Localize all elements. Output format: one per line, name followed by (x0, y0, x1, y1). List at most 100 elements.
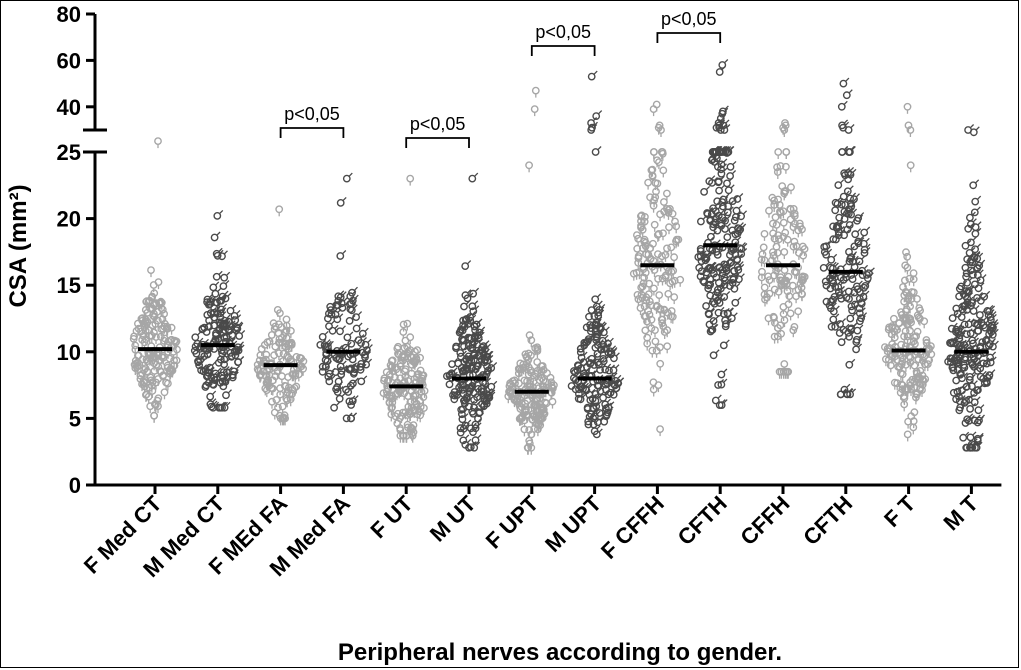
data-point (202, 381, 211, 390)
data-point (220, 333, 229, 342)
male-marker (211, 361, 216, 366)
male-marker (966, 338, 971, 344)
data-point (599, 354, 608, 363)
male-marker (353, 286, 358, 291)
male-marker (978, 355, 983, 360)
male-marker (965, 288, 970, 293)
male-marker (237, 314, 242, 319)
male-marker (982, 370, 987, 375)
male-marker (324, 365, 329, 370)
male-marker (593, 304, 598, 309)
group-6-points (442, 172, 498, 452)
male-marker (832, 261, 837, 266)
data-point (219, 347, 228, 356)
data-point (530, 105, 539, 114)
data-point (657, 315, 666, 324)
data-point (347, 401, 355, 409)
male-marker (860, 212, 865, 217)
male-marker (725, 119, 730, 124)
bracket-line (530, 45, 596, 56)
male-marker (467, 313, 472, 318)
male-marker (227, 389, 232, 394)
data-point (979, 374, 988, 383)
male-marker (456, 386, 461, 391)
male-marker (493, 362, 498, 367)
data-point (458, 336, 467, 345)
bracket-line (405, 137, 470, 148)
data-point (788, 281, 797, 290)
data-point (323, 314, 332, 323)
data-point (860, 228, 869, 237)
data-point (848, 275, 857, 283)
data-point (976, 311, 984, 319)
male-marker (846, 383, 851, 388)
male-marker (720, 209, 725, 214)
male-marker (705, 185, 711, 191)
data-point (977, 296, 985, 305)
data-point (906, 358, 915, 367)
male-marker (969, 253, 974, 258)
data-point (984, 341, 993, 350)
data-point (459, 389, 468, 398)
male-marker (575, 372, 580, 377)
data-point (218, 292, 227, 301)
male-marker (862, 312, 868, 317)
data-point (701, 256, 710, 265)
data-point (514, 364, 523, 373)
data-point (445, 380, 454, 389)
male-marker (845, 190, 850, 195)
group-8-points (567, 70, 625, 439)
male-marker (738, 253, 744, 258)
male-marker (599, 356, 604, 361)
data-point (461, 440, 470, 449)
male-marker (235, 365, 240, 370)
group-2-points (190, 209, 246, 412)
data-point (358, 329, 367, 338)
male-marker (354, 395, 359, 400)
male-marker (213, 371, 218, 376)
male-marker (210, 298, 215, 303)
male-marker (486, 389, 491, 395)
male-marker (963, 384, 968, 389)
data-point (760, 283, 769, 292)
data-point (343, 333, 352, 342)
data-point (228, 371, 237, 380)
male-marker (967, 290, 972, 295)
male-marker (828, 279, 833, 284)
data-point (459, 436, 468, 445)
male-marker (959, 327, 965, 332)
male-marker (219, 249, 224, 254)
data-point (362, 360, 370, 369)
male-marker (352, 362, 358, 367)
data-point (890, 314, 898, 323)
male-marker (854, 255, 859, 260)
male-marker (710, 282, 715, 287)
male-marker (588, 384, 593, 389)
data-point (637, 283, 646, 292)
data-point (715, 299, 724, 307)
data-point (638, 282, 647, 291)
data-point (845, 257, 854, 266)
male-marker (222, 376, 227, 381)
data-point (279, 349, 288, 358)
data-point (845, 360, 854, 369)
male-marker (465, 334, 470, 339)
male-marker (975, 179, 980, 184)
data-point (901, 261, 910, 270)
data-point (959, 433, 968, 442)
male-marker (472, 382, 477, 387)
male-marker (224, 290, 229, 295)
male-marker (985, 357, 990, 362)
data-point (831, 282, 840, 291)
data-point (536, 416, 544, 425)
male-marker (828, 240, 833, 245)
male-marker (723, 158, 728, 163)
data-point (841, 171, 849, 180)
male-marker (595, 418, 600, 423)
male-marker (476, 441, 481, 446)
data-point (714, 308, 723, 317)
data-point (717, 370, 726, 379)
data-point (325, 377, 334, 386)
data-point (654, 229, 663, 238)
data-point (780, 360, 789, 368)
